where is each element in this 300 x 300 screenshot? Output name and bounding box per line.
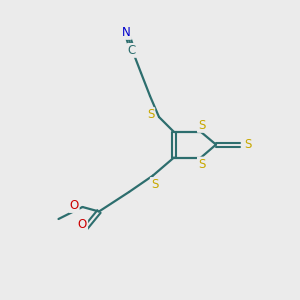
Text: N: N xyxy=(122,26,131,39)
Text: S: S xyxy=(244,138,251,151)
Text: O: O xyxy=(78,218,87,232)
Text: S: S xyxy=(151,178,158,191)
Text: O: O xyxy=(70,199,79,212)
Text: C: C xyxy=(128,44,136,57)
Text: S: S xyxy=(198,119,205,132)
Text: S: S xyxy=(147,108,154,121)
Text: S: S xyxy=(198,158,205,171)
